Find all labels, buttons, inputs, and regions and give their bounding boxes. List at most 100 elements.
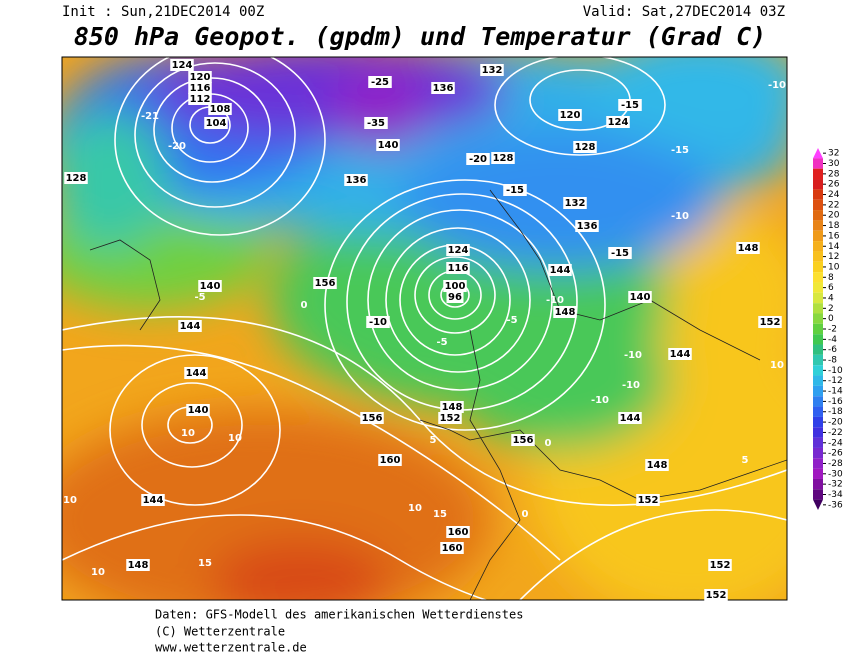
- contour-label-box: [628, 291, 652, 303]
- contour-label-text: 160: [448, 527, 469, 538]
- colorbar-swatch: [813, 261, 823, 273]
- contour-label-text: 140: [200, 281, 221, 292]
- contour-label-text: -15: [621, 100, 639, 111]
- contour-label-box: [364, 117, 388, 129]
- colorbar-swatch: [813, 478, 823, 490]
- contour-label-text: 144: [186, 368, 207, 379]
- colorbar-label: -12: [828, 376, 843, 386]
- contour-label: 10: [63, 495, 77, 506]
- contour-label-box: [440, 401, 464, 413]
- contour-label: 144: [668, 348, 692, 360]
- contour-label-text: -21: [141, 111, 159, 122]
- colorbar-label: -24: [828, 438, 843, 448]
- contour-label: 116: [446, 262, 470, 274]
- contour-label: 148: [645, 459, 669, 471]
- contour-label: 144: [178, 320, 202, 332]
- contour-label-text: 10: [228, 433, 242, 444]
- contour-label-text: 0: [301, 300, 308, 311]
- contour-label: 156: [511, 434, 535, 446]
- contour-label-text: 128: [575, 142, 596, 153]
- contour-label: 10: [228, 433, 242, 444]
- colorbar-swatch: [813, 489, 823, 500]
- contour-label-box: [446, 262, 470, 274]
- contour-label: 140: [376, 139, 400, 151]
- contour-label-text: -20: [168, 141, 186, 152]
- contour-label-text: -15: [611, 248, 629, 259]
- colorbar-label: 16: [828, 231, 840, 241]
- colorbar-swatch: [813, 148, 823, 159]
- colorbar-swatch: [813, 499, 823, 510]
- contour-label-text: 10: [770, 360, 784, 371]
- contour-label-text: -10: [768, 80, 786, 91]
- contour-label: 160: [440, 542, 464, 554]
- contour-label: -10: [671, 211, 689, 222]
- colorbar-label: -34: [828, 490, 843, 500]
- contour-label: 144: [141, 494, 165, 506]
- contour-label: 152: [438, 412, 462, 424]
- contour-label: 0: [545, 438, 552, 449]
- contour-label-text: 144: [620, 413, 641, 424]
- contour-label-text: 156: [513, 435, 534, 446]
- colorbar-label: 22: [828, 200, 839, 210]
- colorbar-label: 2: [828, 304, 834, 314]
- contour-label-text: -35: [367, 118, 385, 129]
- colorbar-swatch: [813, 406, 823, 417]
- contour-label-box: [198, 280, 222, 292]
- colorbar-label: 12: [828, 252, 839, 262]
- contour-label-box: [553, 306, 577, 318]
- colorbar-swatch: [813, 385, 823, 397]
- colorbar-swatch: [813, 427, 823, 438]
- colorbar-swatch: [813, 303, 823, 314]
- contour-label: 156: [360, 412, 384, 424]
- contour-label: 10: [181, 428, 195, 439]
- contour-label-text: 5: [742, 455, 749, 466]
- contour-label-box: [466, 153, 490, 165]
- contour-label-box: [440, 542, 464, 554]
- contour-label-box: [446, 291, 464, 303]
- contour-label-text: 148: [442, 402, 463, 413]
- contour-label-box: [668, 348, 692, 360]
- contour-label: -25: [368, 76, 392, 88]
- contour-label-box: [704, 589, 728, 601]
- contour-label-box: [184, 367, 208, 379]
- contour-label-text: 104: [206, 118, 227, 129]
- valid-time: Valid: Sat,27DEC2014 03Z: [583, 4, 785, 20]
- contour-label: 120: [188, 71, 212, 83]
- contour-label-box: [563, 197, 587, 209]
- colorbar-swatch: [813, 199, 823, 211]
- contour-label-text: 10: [408, 503, 422, 514]
- contour-label-box: [208, 103, 232, 115]
- contour-label-box: [313, 277, 337, 289]
- contour-label-box: [503, 184, 527, 196]
- colorbar-label: -2: [828, 325, 837, 335]
- contour-label: 112: [188, 93, 212, 105]
- contour-label: 128: [491, 152, 515, 164]
- contour-label: 128: [573, 141, 597, 153]
- footer-source: Daten: GFS-Modell des amerikanischen Wet…: [155, 608, 523, 622]
- contour-label-text: 152: [440, 413, 461, 424]
- contour-label: 148: [553, 306, 577, 318]
- colorbar-label: 32: [828, 149, 839, 159]
- contour-label-text: -10: [591, 395, 609, 406]
- colorbar-swatch: [813, 458, 823, 469]
- contour-label-text: 0: [545, 438, 552, 449]
- colorbar-swatch: [813, 282, 823, 293]
- colorbar-swatch: [813, 230, 823, 242]
- contour-label-text: 148: [647, 460, 668, 471]
- contour-label-box: [366, 316, 390, 328]
- contour-label-box: [368, 76, 392, 88]
- contour-label-text: -10: [624, 350, 642, 361]
- contour-label-text: 5: [430, 435, 437, 446]
- contour-label: -5: [436, 337, 447, 348]
- contour-label: 152: [708, 559, 732, 571]
- contour-label-text: -25: [371, 77, 389, 88]
- contour-label: 136: [431, 82, 455, 94]
- contour-label: 0: [522, 509, 529, 520]
- colorbar-swatch: [813, 158, 823, 169]
- contour-label-text: 160: [442, 543, 463, 554]
- colorbar-swatch: [813, 416, 823, 428]
- contour-label: 108: [208, 103, 232, 115]
- contour-label-box: [446, 526, 470, 538]
- colorbar-label: 20: [828, 211, 840, 221]
